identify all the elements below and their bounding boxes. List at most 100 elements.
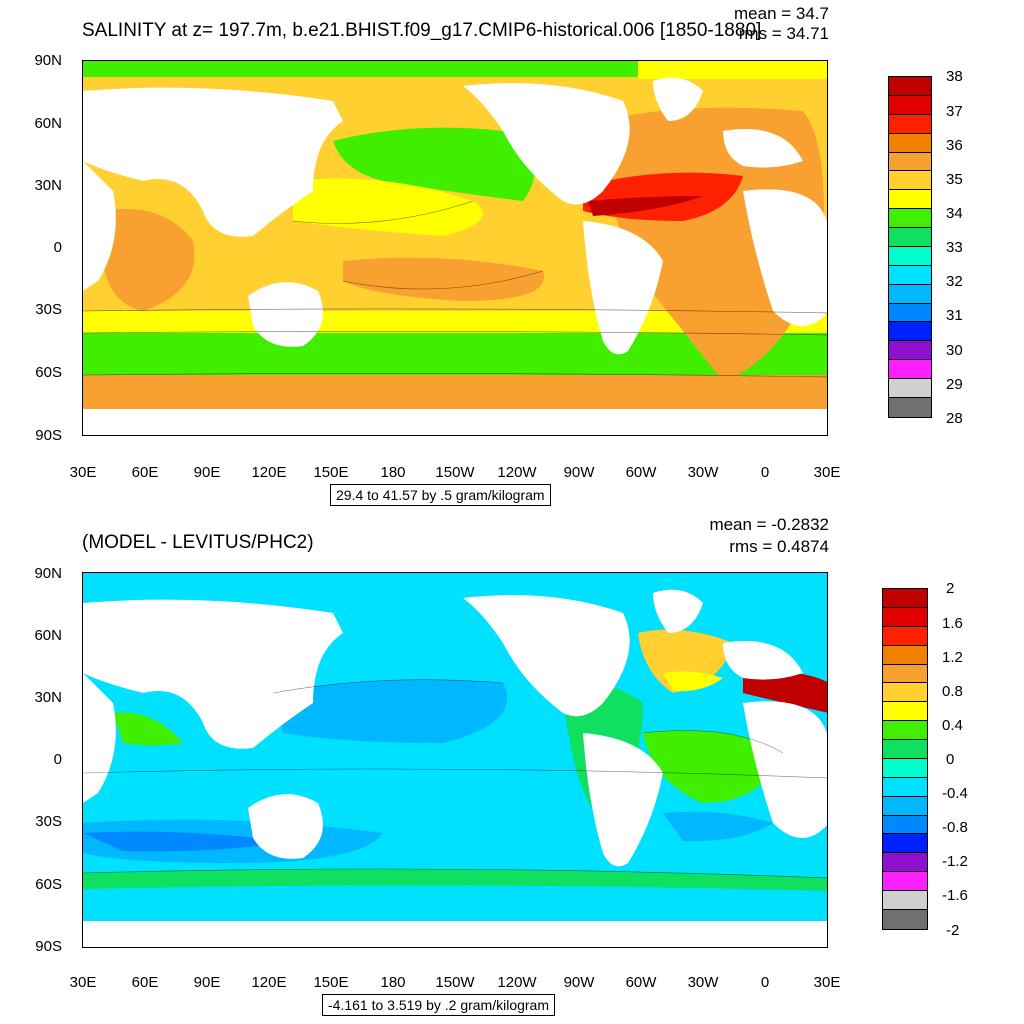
- panel1-colorbar-label: 36: [946, 137, 963, 154]
- panel1-colorbar-swatch: [889, 152, 931, 172]
- panel1-title: SALINITY at z= 197.7m, b.e21.BHIST.f09_g…: [82, 20, 762, 41]
- panel1-contour-d: [292, 200, 474, 224]
- panel1-y-tick: 60S: [35, 364, 62, 381]
- panel2-north-pacific-blue: [273, 679, 507, 743]
- panel2-colorbar-swatch: [883, 758, 927, 778]
- panel1-mean: mean = 34.7: [734, 4, 829, 23]
- panel2-x-tick: 90E: [193, 974, 221, 991]
- panel1-colorbar-swatch: [889, 303, 931, 323]
- panel2-land: [83, 589, 827, 947]
- panel2-x-tick: 30W: [687, 974, 719, 991]
- panel1-y-tick: 30S: [35, 301, 62, 318]
- panel1-antarctica: [83, 409, 827, 435]
- panel1-colorbar-swatch: [889, 77, 931, 96]
- panel1-colorbar-swatch: [889, 114, 931, 134]
- panel2-colorbar-swatch: [883, 909, 927, 929]
- panel2-contours: [83, 679, 827, 879]
- panel1-colorbar-label: 34: [946, 205, 963, 222]
- panel2-colorbar-swatch: [883, 607, 927, 627]
- panel1-colorbar-swatch: [889, 341, 931, 361]
- panel2-x-tick: 0: [760, 974, 770, 991]
- panel2-y-tick: 90N: [34, 565, 62, 582]
- panel2-contour-d: [642, 730, 784, 754]
- panel2-colorbar-label: 0.8: [942, 683, 963, 700]
- panel1-colorbar-swatch: [889, 209, 931, 228]
- panel1-map-svg: [83, 61, 827, 435]
- panel1-contour-c: [83, 373, 827, 378]
- panel2-north-america: [463, 595, 630, 717]
- panel1-x-tick: 60E: [131, 464, 159, 481]
- panel2-antarctica: [83, 921, 827, 947]
- panel1-arctic-yellow: [638, 61, 827, 79]
- panel1-y-tick: 90S: [35, 427, 62, 444]
- panel2-colorbar-swatch: [883, 683, 927, 703]
- panel2-south-america: [583, 733, 663, 867]
- panel2-colorbar-label: -0.4: [942, 785, 968, 802]
- panel2-colorbar-label: -2: [946, 922, 960, 939]
- panel2-southern-green: [83, 869, 827, 891]
- panel1-colorbar-label: 35: [946, 171, 963, 188]
- panel2-colorbar-swatch: [883, 777, 927, 797]
- panel1-colorbar-swatch: [889, 171, 931, 191]
- panel2-x-tick: 120E: [251, 974, 287, 991]
- panel1-x-tick: 180: [380, 464, 406, 481]
- panel1-y-tick: 0: [53, 239, 62, 256]
- panel1-rms: rms = 34.71: [738, 24, 829, 43]
- panel2-south-atlantic-blue: [663, 811, 773, 842]
- panel2-colorbar-swatch: [883, 589, 927, 608]
- panel1-pacific-orange: [343, 257, 544, 301]
- panel2-contour-a: [83, 768, 827, 779]
- panel1-colorbar-label: 31: [946, 307, 963, 324]
- panel1-x-tick: 0: [760, 464, 770, 481]
- panel1-contours: [83, 200, 827, 378]
- panel2-colorbar-label: 0: [946, 751, 955, 768]
- panel1-land: [83, 77, 827, 435]
- panel1-arctic-green: [83, 61, 643, 77]
- panel2-x-tick: 30E: [813, 974, 841, 991]
- panel2-med-red: [743, 671, 827, 713]
- panel2-colorbar-swatch: [883, 815, 927, 835]
- panel2-colorbar-swatch: [883, 834, 927, 854]
- panel2-y-tick: 30N: [34, 689, 62, 706]
- panel1-x-tick: 150E: [313, 464, 349, 481]
- panel2-colorbar-label: 1.6: [942, 615, 963, 632]
- panel2-x-tick: 60E: [131, 974, 159, 991]
- panel1-x-tick: 120W: [497, 464, 537, 481]
- panel1-eurasia: [83, 87, 343, 237]
- panel2-colorbar-label: -0.8: [942, 819, 968, 836]
- panel2-y-tick: 90S: [35, 938, 62, 955]
- panel1-north-america: [463, 83, 630, 205]
- panel1-x-tick: 90W: [563, 464, 595, 481]
- panel2-africa: [83, 673, 116, 803]
- panel2-y-tick: 60S: [35, 876, 62, 893]
- panel1-colorbar-swatch: [889, 360, 931, 379]
- panel2-colorbar-label: 0.4: [942, 717, 963, 734]
- panel1-north-pacific-green: [333, 127, 535, 201]
- panel1-indian-orange: [101, 209, 195, 311]
- panel1-colorbar-swatch: [889, 190, 931, 210]
- panel1-range-label: 29.4 to 41.57 by .5 gram/kilogram: [330, 484, 551, 506]
- panel1-map: [82, 60, 828, 436]
- panel2-x-tick: 60W: [625, 974, 657, 991]
- panel1-north-pacific-yellow: [293, 178, 483, 236]
- panel2-title: (MODEL - LEVITUS/PHC2): [82, 532, 314, 553]
- panel1-greenland: [653, 77, 703, 121]
- panel1-colorbar-label: 37: [946, 103, 963, 120]
- panel2-colorbar-swatch: [883, 702, 927, 722]
- panel2-colorbar-swatch: [883, 796, 927, 816]
- panel1-colorbar-swatch: [889, 246, 931, 266]
- panel1-contour-e: [342, 270, 544, 290]
- panel1-y-tick: 90N: [34, 52, 62, 69]
- panel1-colorbar-swatch: [889, 397, 931, 417]
- panel2-colorbar-swatch: [883, 853, 927, 873]
- panel2-colorbar-swatch: [883, 872, 927, 891]
- panel1-africa-east: [743, 189, 827, 326]
- panel2-contour-c: [83, 868, 827, 879]
- panel1-colorbar-swatch: [889, 95, 931, 115]
- panel2-y-tick: 0: [53, 751, 62, 768]
- panel1-colorbar-swatch: [889, 133, 931, 153]
- panel2-colorbar-label: -1.6: [942, 887, 968, 904]
- panel2-arabian-green: [113, 712, 183, 746]
- panel2-colorbar-label: 1.2: [942, 649, 963, 666]
- panel2-africa-east: [743, 701, 827, 838]
